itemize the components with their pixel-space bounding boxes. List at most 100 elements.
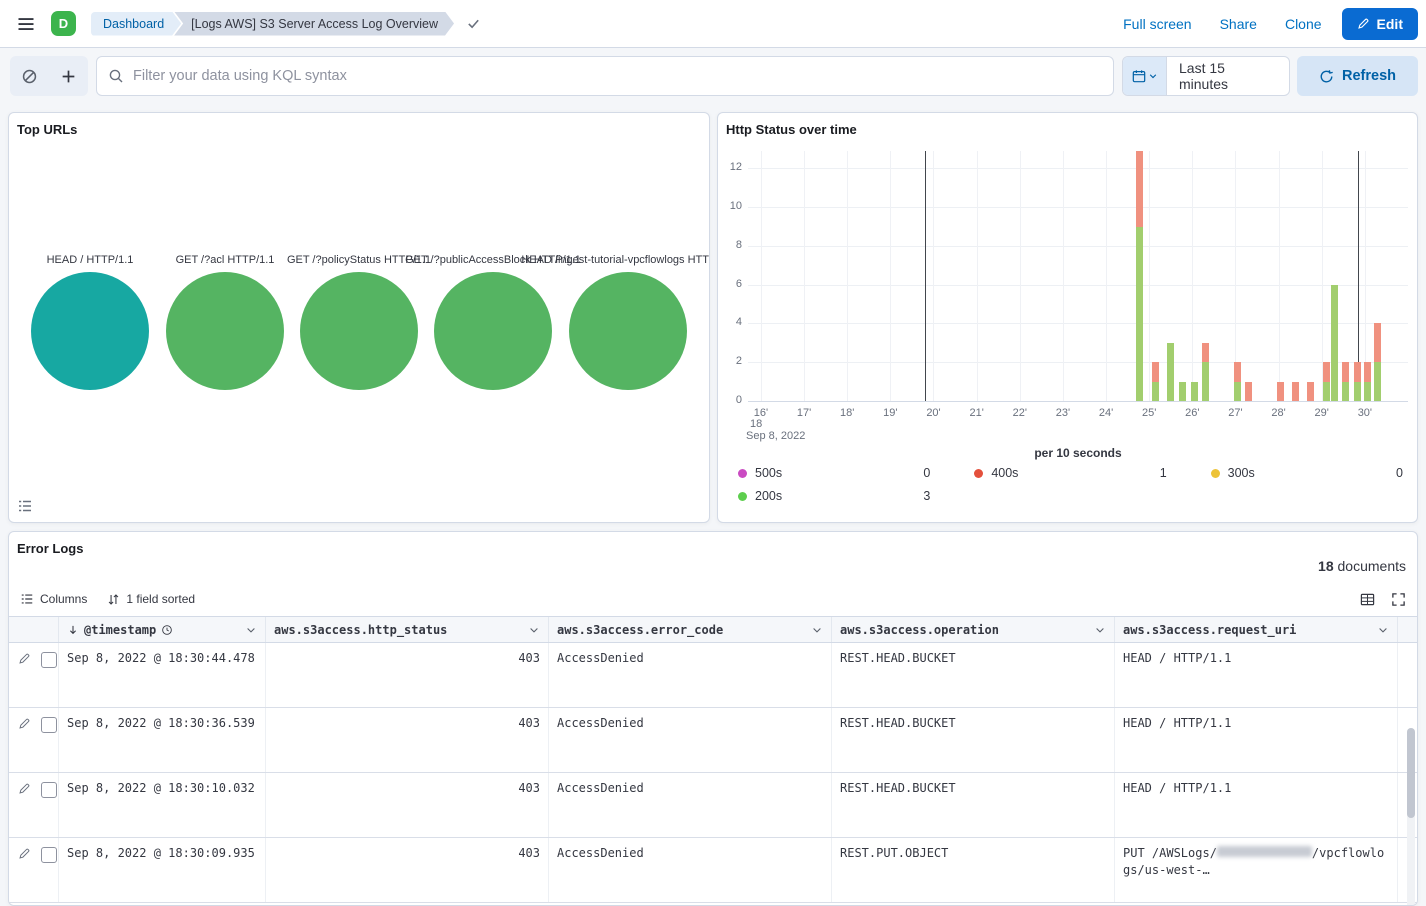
bar-segment-400s[interactable] <box>1374 323 1382 363</box>
request-uri-cell: HEAD / HTTP/1.1 <box>1115 708 1398 772</box>
chevron-down-icon[interactable] <box>1377 624 1389 636</box>
bar-segment-400s[interactable] <box>1322 362 1330 382</box>
refresh-button[interactable]: Refresh <box>1297 56 1418 96</box>
bar-segment-200s[interactable] <box>1190 381 1198 401</box>
space-avatar[interactable]: D <box>51 11 76 36</box>
edit-button[interactable]: Edit <box>1341 7 1418 40</box>
bar-segment-200s[interactable] <box>1353 381 1361 401</box>
bar-segment-400s[interactable] <box>1292 381 1300 401</box>
bar-segment-200s[interactable] <box>1167 342 1175 401</box>
filter-controls <box>10 56 88 96</box>
fullscreen-grid-button[interactable] <box>1391 592 1406 607</box>
y-gridline <box>748 362 1408 364</box>
menu-button[interactable] <box>16 14 36 34</box>
expand-document-icon <box>19 653 30 664</box>
bar-segment-200s[interactable] <box>1341 381 1349 401</box>
plus-icon <box>62 70 75 82</box>
column-header-aws-s3access-request-uri[interactable]: aws.s3access.request_uri <box>1115 617 1398 642</box>
row-expand-button[interactable] <box>18 652 31 665</box>
legend-item-400s[interactable]: 400s 1 <box>974 466 1167 480</box>
row-expand-button[interactable] <box>18 717 31 730</box>
column-header-aws-s3access-http-status[interactable]: aws.s3access.http_status <box>266 617 549 642</box>
edit-button-label: Edit <box>1376 15 1403 32</box>
full-screen-link[interactable]: Full screen <box>1123 15 1192 32</box>
pie-slice-label: GET /?policyStatus HTTP/1.1 <box>286 254 432 266</box>
clone-link[interactable]: Clone <box>1284 15 1322 32</box>
bar-segment-200s[interactable] <box>1152 381 1160 401</box>
request-uri-text: HEAD / HTTP/1.1 <box>1123 651 1232 665</box>
request-uri-text: PUT /AWSLogs/ <box>1123 846 1217 860</box>
bar-segment-400s[interactable] <box>1201 342 1209 363</box>
pie-slice[interactable] <box>569 272 687 390</box>
bar-segment-200s[interactable] <box>1322 381 1330 401</box>
bar-segment-200s[interactable] <box>1136 226 1144 401</box>
bar-segment-400s[interactable] <box>1234 362 1242 382</box>
chevron-down-icon[interactable] <box>245 624 257 636</box>
grid-scrollbar-thumb[interactable] <box>1407 728 1415 818</box>
filter-options-button[interactable] <box>10 56 49 96</box>
breadcrumb-dashboard[interactable]: Dashboard <box>91 12 181 36</box>
panel-error-logs: Error Logs 18 documents Columns 1 field … <box>8 531 1418 906</box>
legend-dot-200s <box>738 491 747 501</box>
time-range-button[interactable]: Last 15 minutes <box>1167 57 1289 95</box>
pie-slice[interactable] <box>434 272 552 390</box>
chevron-down-icon[interactable] <box>1094 624 1106 636</box>
grid-scrollbar[interactable] <box>1407 728 1415 905</box>
row-checkbox[interactable] <box>41 717 57 733</box>
x-axis-label: 26' <box>1185 407 1200 419</box>
bar-segment-200s[interactable] <box>1331 284 1339 401</box>
row-expand-button[interactable] <box>18 782 31 795</box>
timestamp-cell: Sep 8, 2022 @ 18:30:10.032 <box>59 773 266 837</box>
request-uri-cell: HEAD / HTTP/1.1 <box>1115 773 1398 837</box>
bar-segment-200s[interactable] <box>1201 362 1209 401</box>
pie-slice[interactable] <box>31 272 149 390</box>
bar-segment-400s[interactable] <box>1341 362 1349 382</box>
columns-button[interactable]: Columns <box>20 592 87 606</box>
y-axis-label: 12 <box>729 161 742 174</box>
legend-dot-500s <box>738 468 747 478</box>
row-control-cell <box>9 643 59 707</box>
legend-label: 200s <box>755 489 783 503</box>
bar-segment-200s[interactable] <box>1364 381 1372 401</box>
bar-segment-200s[interactable] <box>1374 362 1382 401</box>
column-header-timestamp[interactable]: @timestamp <box>59 617 266 642</box>
bar-segment-400s[interactable] <box>1277 381 1285 401</box>
x-gridline <box>1019 151 1021 401</box>
bar-segment-400s[interactable] <box>1152 362 1160 382</box>
table-row: Sep 8, 2022 @ 18:30:10.032 403 AccessDenie… <box>9 773 1417 838</box>
display-options-button[interactable] <box>1360 592 1375 607</box>
column-header-aws-s3access-operation[interactable]: aws.s3access.operation <box>832 617 1115 642</box>
bar-segment-400s[interactable] <box>1244 381 1252 401</box>
row-checkbox[interactable] <box>41 652 57 668</box>
bar-segment-400s[interactable] <box>1353 362 1361 382</box>
sort-fields-button[interactable]: 1 field sorted <box>107 592 195 606</box>
row-checkbox[interactable] <box>41 847 57 863</box>
chart-x-axis-title: per 10 seconds <box>1034 446 1122 460</box>
sort-fields-label: 1 field sorted <box>126 592 196 606</box>
bar-segment-200s[interactable] <box>1179 381 1187 401</box>
share-link[interactable]: Share <box>1219 15 1257 32</box>
legend-item-300s[interactable]: 300s 0 <box>1210 466 1403 480</box>
date-quick-select-button[interactable] <box>1123 57 1167 95</box>
pie-slice[interactable] <box>166 272 284 390</box>
pie-slice[interactable] <box>300 272 418 390</box>
bar-segment-400s[interactable] <box>1364 362 1372 382</box>
header-control-cell <box>9 617 59 642</box>
request-uri-text: /vpcflowlogs/us-west-… <box>1123 846 1385 878</box>
chevron-down-icon[interactable] <box>811 624 823 636</box>
add-filter-button[interactable] <box>49 56 88 96</box>
chevron-down-icon[interactable] <box>528 624 540 636</box>
request-uri-cell: PUT /AWSLogs//vpcflowlogs/us-west-… <box>1115 838 1398 902</box>
kql-search-box <box>96 56 1114 96</box>
bar-segment-200s[interactable] <box>1234 381 1242 401</box>
legend-toggle-button[interactable] <box>17 498 33 514</box>
kql-search-input[interactable] <box>133 68 1102 84</box>
row-checkbox[interactable] <box>41 782 57 798</box>
legend-item-500s[interactable]: 500s 0 <box>738 466 930 480</box>
legend-item-200s[interactable]: 200s 3 <box>738 489 930 503</box>
column-header-aws-s3access-error-code[interactable]: aws.s3access.error_code <box>549 617 832 642</box>
row-expand-button[interactable] <box>18 847 31 860</box>
http-status-chart: 0 2 4 6 8 10 12 16' 17' 18' 19' 20' 21' 22' 23' 24' 25' 2… <box>718 113 1417 522</box>
bar-segment-400s[interactable] <box>1307 381 1315 401</box>
bar-segment-400s[interactable] <box>1136 151 1144 227</box>
